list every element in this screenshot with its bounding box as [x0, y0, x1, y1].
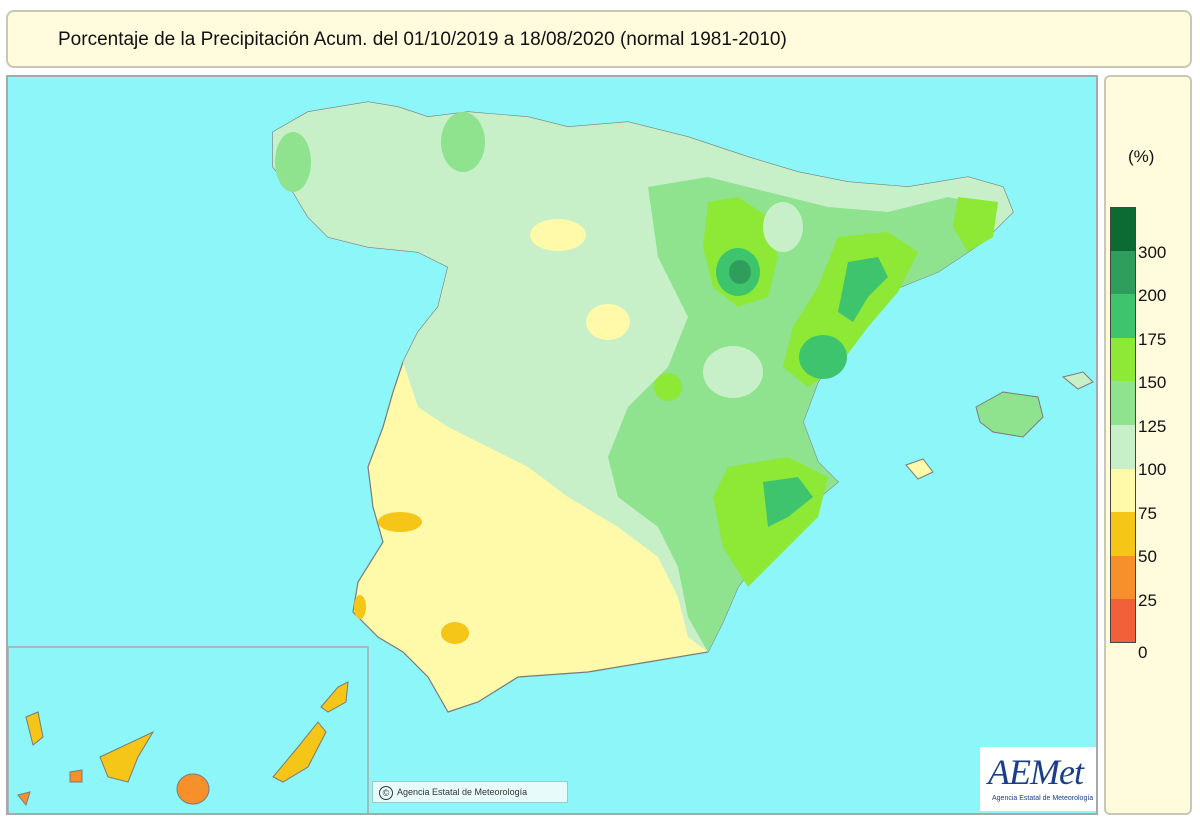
legend-swatch	[1110, 294, 1136, 338]
menorca	[1061, 371, 1094, 390]
legend-tick-0: 0	[1138, 643, 1148, 662]
credit-label: © Agencia Estatal de Meteorología	[372, 781, 568, 803]
ibiza	[905, 458, 934, 480]
legend-tick-25: 25	[1138, 591, 1157, 610]
legend-swatch	[1110, 381, 1136, 425]
logo-subtitle: Agencia Estatal de Meteorología	[992, 795, 1094, 802]
title-panel: Porcentaje de la Precipitación Acum. del…	[6, 10, 1192, 68]
legend-tick-125: 125	[1138, 417, 1167, 436]
legend-swatch	[1110, 512, 1136, 556]
canary-inset-frame	[8, 646, 369, 813]
zone-75-100-pocket-b	[586, 304, 630, 340]
legend-tick-175: 175	[1138, 330, 1167, 349]
credit-text: Agencia Estatal de Meteorología	[397, 787, 528, 797]
legend-tick-75: 75	[1138, 504, 1157, 523]
legend-panel: (%) 300 200 175 150 125 100 75 50 25 0	[1104, 75, 1192, 815]
zone-50-75-sevilla	[441, 622, 469, 644]
zone-125-150-cantabria	[441, 112, 485, 172]
zone-175-200-d	[763, 477, 813, 527]
legend-tick-200: 200	[1138, 286, 1167, 305]
zone-75-100-pocket-a	[530, 219, 586, 251]
legend-tick-150: 150	[1138, 373, 1167, 392]
legend-swatch	[1110, 207, 1136, 251]
legend-unit: (%)	[1128, 147, 1155, 166]
legend-swatch	[1110, 250, 1136, 295]
fuerteventura	[272, 721, 327, 783]
la-palma	[25, 711, 44, 746]
zone-175-200-b	[838, 257, 888, 322]
zone-175-200-c	[799, 335, 847, 379]
legend-tick-300: 300	[1138, 243, 1167, 262]
legend-swatch	[1110, 425, 1136, 469]
zone-125-150-center	[654, 373, 682, 401]
map-panel: © Agencia Estatal de Meteorología AEMet A…	[6, 75, 1098, 815]
el-hierro	[17, 791, 31, 807]
zone-125-150-galicia	[275, 132, 311, 192]
copyright-icon: ©	[379, 785, 393, 800]
legend-tick-50: 50	[1138, 547, 1157, 566]
legend-swatch	[1110, 337, 1136, 382]
zone-50-75-algarve	[354, 595, 366, 619]
lanzarote	[320, 681, 349, 713]
la-gomera	[69, 769, 83, 783]
tenerife	[99, 730, 155, 783]
zone-125-150-east	[608, 177, 998, 652]
logo-wordmark: AEMet	[988, 752, 1084, 792]
legend-swatch	[1110, 599, 1136, 643]
zone-100-125-pocket-a	[703, 346, 763, 398]
legend-swatch	[1110, 468, 1136, 513]
aemet-logo: AEMet Agencia Estatal de Meteorología	[980, 747, 1096, 811]
gran-canaria	[176, 773, 210, 805]
zone-50-75-huelva	[378, 512, 422, 532]
mallorca	[975, 391, 1044, 438]
zone-150-175-catalonia	[953, 197, 998, 252]
legend-tick-100: 100	[1138, 460, 1167, 479]
legend-swatch	[1110, 555, 1136, 600]
zone-100-125-pocket-b	[763, 202, 803, 252]
precipitation-map	[8, 101, 1094, 813]
map-title: Porcentaje de la Precipitación Acum. del…	[58, 29, 787, 50]
zone-200-300	[729, 260, 751, 284]
